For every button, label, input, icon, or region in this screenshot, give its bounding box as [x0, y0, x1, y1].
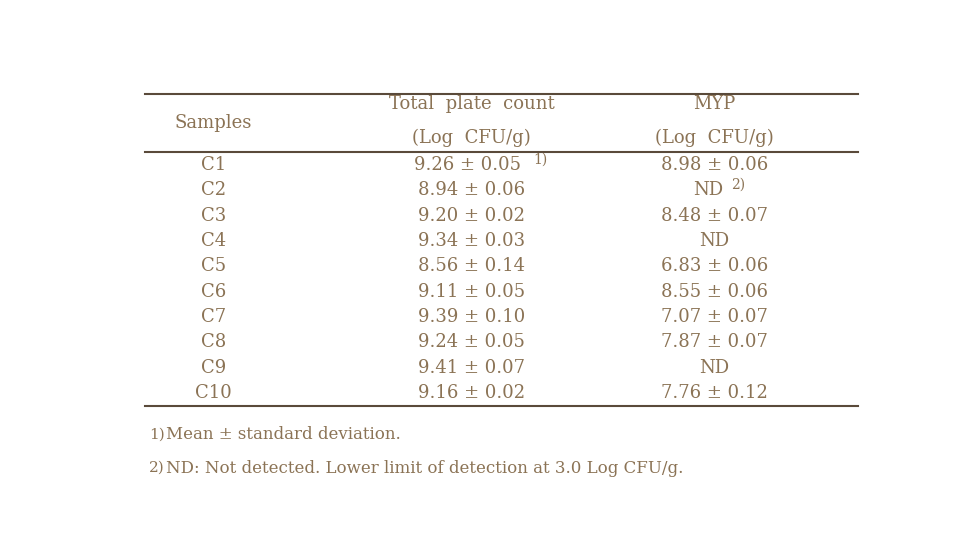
Text: Mean ± standard deviation.: Mean ± standard deviation.: [166, 427, 401, 443]
Text: 9.16 ± 0.02: 9.16 ± 0.02: [418, 384, 524, 402]
Text: 8.55 ± 0.06: 8.55 ± 0.06: [660, 282, 767, 301]
Text: C4: C4: [200, 232, 226, 250]
Text: C7: C7: [200, 308, 226, 326]
Text: 7.87 ± 0.07: 7.87 ± 0.07: [660, 333, 767, 352]
Text: 8.98 ± 0.06: 8.98 ± 0.06: [660, 156, 767, 174]
Text: 9.34 ± 0.03: 9.34 ± 0.03: [418, 232, 524, 250]
Text: ND: Not detected. Lower limit of detection at 3.0 Log CFU/g.: ND: Not detected. Lower limit of detecti…: [166, 460, 683, 477]
Text: 8.56 ± 0.14: 8.56 ± 0.14: [418, 257, 524, 275]
Text: 9.11 ± 0.05: 9.11 ± 0.05: [418, 282, 524, 301]
Text: (Log  CFU/g): (Log CFU/g): [412, 129, 530, 147]
Text: 9.20 ± 0.02: 9.20 ± 0.02: [418, 206, 524, 225]
Text: C8: C8: [200, 333, 226, 352]
Text: 9.41 ± 0.07: 9.41 ± 0.07: [418, 359, 524, 377]
Text: 1): 1): [533, 152, 548, 166]
Text: 6.83 ± 0.06: 6.83 ± 0.06: [660, 257, 767, 275]
Text: C10: C10: [195, 384, 232, 402]
Text: 7.07 ± 0.07: 7.07 ± 0.07: [660, 308, 767, 326]
Text: 1): 1): [149, 428, 164, 442]
Text: C6: C6: [200, 282, 226, 301]
Text: 2): 2): [731, 178, 744, 192]
Text: C3: C3: [200, 206, 226, 225]
Text: Samples: Samples: [174, 114, 252, 132]
Text: 8.48 ± 0.07: 8.48 ± 0.07: [660, 206, 767, 225]
Text: 8.94 ± 0.06: 8.94 ± 0.06: [418, 181, 524, 199]
Text: (Log  CFU/g): (Log CFU/g): [654, 129, 773, 147]
Text: C9: C9: [200, 359, 226, 377]
Text: ND: ND: [692, 181, 723, 199]
Text: ND: ND: [698, 359, 729, 377]
Text: C5: C5: [200, 257, 226, 275]
Text: C2: C2: [200, 181, 226, 199]
Text: 9.24 ± 0.05: 9.24 ± 0.05: [418, 333, 524, 352]
Text: MYP: MYP: [692, 95, 734, 113]
Text: C1: C1: [200, 156, 226, 174]
Text: 9.26 ± 0.05: 9.26 ± 0.05: [414, 156, 520, 174]
Text: 2): 2): [149, 461, 164, 475]
Text: ND: ND: [698, 232, 729, 250]
Text: Total  plate  count: Total plate count: [388, 95, 554, 113]
Text: 7.76 ± 0.12: 7.76 ± 0.12: [660, 384, 767, 402]
Text: 9.39 ± 0.10: 9.39 ± 0.10: [418, 308, 524, 326]
